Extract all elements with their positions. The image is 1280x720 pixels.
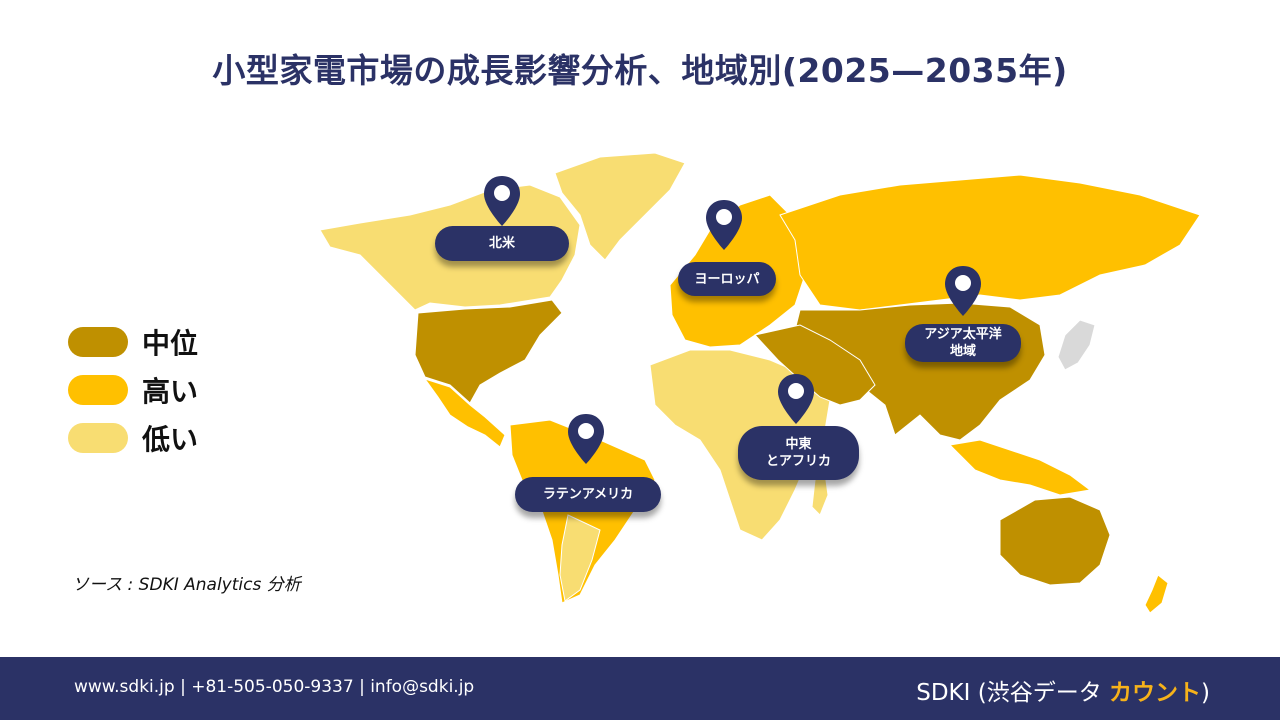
legend: 中位 高い 低い <box>68 318 198 462</box>
location-pin-icon <box>943 264 983 318</box>
region-australia <box>999 496 1111 586</box>
legend-label-high: 高い <box>142 375 199 408</box>
region-label-asia-pacific: アジア太平洋 地域 <box>905 324 1021 362</box>
location-pin-icon <box>704 198 744 252</box>
footer-contact: www.sdki.jp | +81-505-050-9337 | info@sd… <box>74 677 475 697</box>
legend-swatch-medium <box>68 327 128 357</box>
region-label-north-america: 北米 <box>435 226 569 261</box>
source-note: ソース : SDKI Analytics 分析 <box>72 575 301 595</box>
region-label-text: 地域 <box>949 344 976 359</box>
legend-item-low: 低い <box>68 414 198 462</box>
world-map <box>300 135 1230 620</box>
region-greenland <box>554 152 686 261</box>
region-usa <box>414 299 563 404</box>
region-new-zealand <box>1144 574 1169 614</box>
legend-item-high: 高い <box>68 366 198 414</box>
region-label-text: アジア太平洋 <box>924 327 1002 342</box>
legend-swatch-low <box>68 423 128 453</box>
page-title: 小型家電市場の成長影響分析、地域別(2025—2035年) <box>212 51 1068 90</box>
world-map-svg <box>319 152 1201 614</box>
region-label-latin-america: ラテンアメリカ <box>515 477 661 512</box>
region-label-text: ヨーロッパ <box>694 271 760 287</box>
legend-label-medium: 中位 <box>142 327 199 360</box>
region-label-europe: ヨーロッパ <box>678 262 776 296</box>
legend-swatch-high <box>68 375 128 405</box>
region-southern-cone <box>559 514 601 602</box>
region-label-text: 中東 <box>785 437 812 452</box>
footer: www.sdki.jp | +81-505-050-9337 | info@sd… <box>0 657 1280 720</box>
brand-suffix: ) <box>1201 680 1210 706</box>
location-pin-icon <box>482 174 522 228</box>
region-label-mea: 中東 とアフリカ <box>738 426 859 480</box>
region-se-asia <box>948 439 1092 496</box>
footer-brand: SDKI (渋谷データ カウント) <box>916 673 1210 707</box>
brand-accent: カウント <box>1109 680 1202 706</box>
region-mexico <box>423 378 506 448</box>
region-middle-east <box>754 324 876 406</box>
region-label-text: 北米 <box>488 236 515 251</box>
region-japan <box>1057 319 1096 371</box>
legend-label-low: 低い <box>142 423 199 456</box>
region-label-text: ラテンアメリカ <box>542 487 634 502</box>
region-label-text: とアフリカ <box>765 454 831 469</box>
brand-prefix: SDKI (渋谷データ <box>916 680 1110 706</box>
legend-item-medium: 中位 <box>68 318 198 366</box>
location-pin-icon <box>566 412 606 466</box>
location-pin-icon <box>776 372 816 426</box>
region-russia <box>779 174 1201 311</box>
